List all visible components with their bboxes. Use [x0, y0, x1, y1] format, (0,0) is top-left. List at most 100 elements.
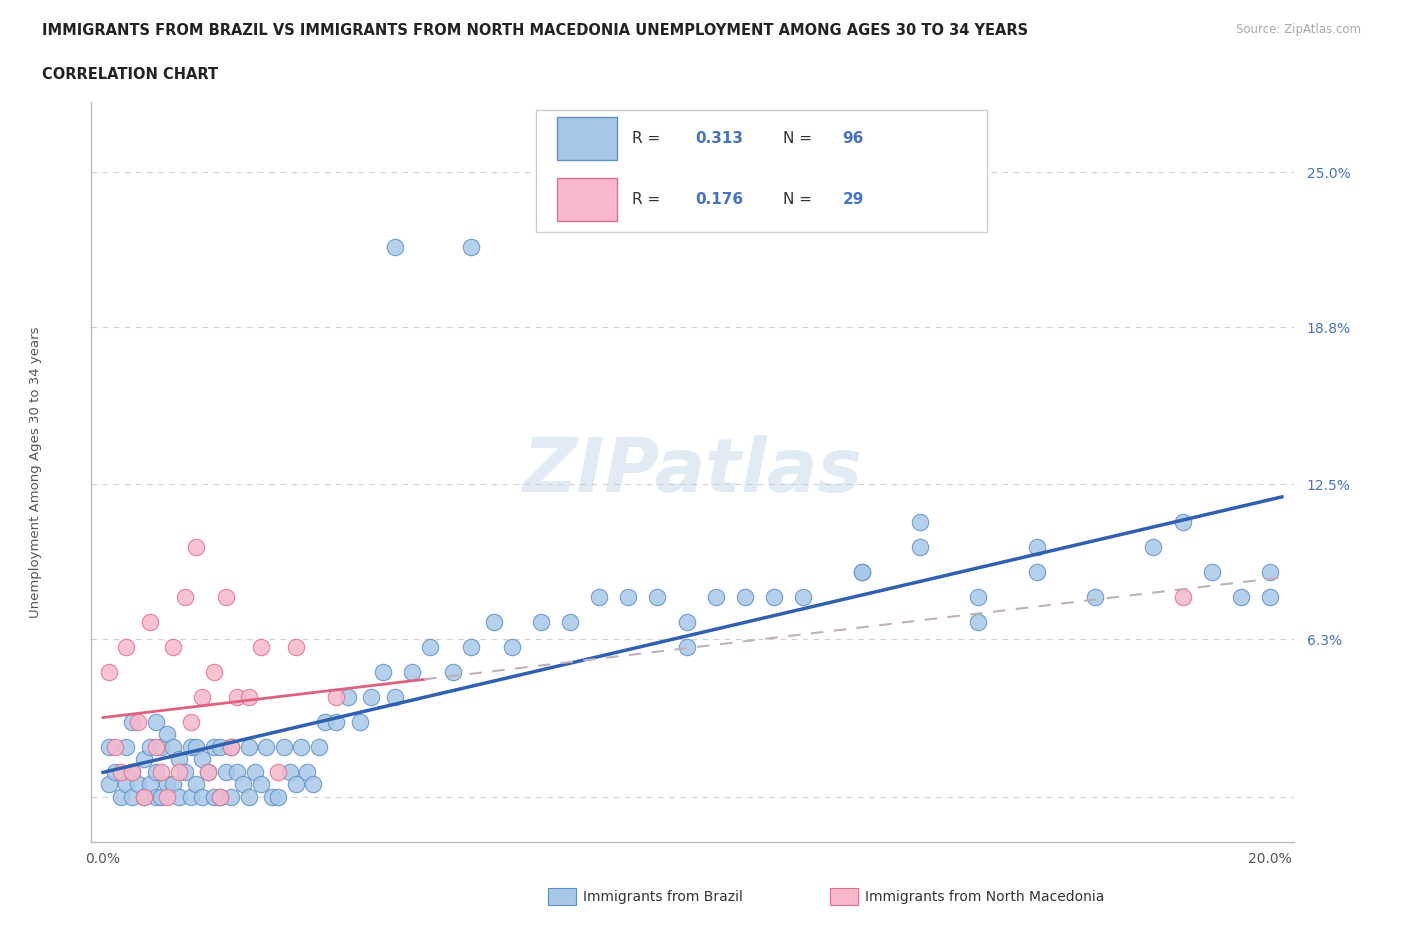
FancyBboxPatch shape	[536, 110, 987, 232]
Point	[115, 739, 138, 754]
Point	[851, 565, 873, 579]
Point	[647, 590, 669, 604]
Point	[214, 590, 236, 604]
Point	[150, 790, 173, 804]
Point	[249, 640, 271, 655]
Point	[162, 777, 184, 791]
Point	[325, 689, 347, 704]
Point	[191, 790, 214, 804]
Text: N =: N =	[783, 192, 817, 206]
Text: R =: R =	[633, 130, 665, 146]
Point	[308, 739, 330, 754]
Point	[1025, 539, 1047, 554]
Text: 29: 29	[842, 192, 865, 206]
Point	[441, 664, 464, 679]
Point	[734, 590, 756, 604]
Point	[238, 739, 260, 754]
Point	[349, 714, 371, 729]
Point	[226, 764, 249, 779]
Point	[221, 790, 243, 804]
Text: Immigrants from Brazil: Immigrants from Brazil	[583, 889, 744, 904]
Point	[104, 739, 127, 754]
Point	[1258, 590, 1281, 604]
Point	[115, 777, 138, 791]
Point	[530, 615, 553, 630]
Point	[1171, 514, 1194, 529]
Point	[139, 777, 162, 791]
Text: CORRELATION CHART: CORRELATION CHART	[42, 67, 218, 82]
Point	[167, 764, 190, 779]
Point	[121, 764, 143, 779]
Point	[156, 777, 179, 791]
Text: ZIPatlas: ZIPatlas	[523, 435, 862, 509]
Point	[278, 764, 301, 779]
Point	[110, 764, 132, 779]
Point	[325, 714, 347, 729]
Point	[967, 590, 990, 604]
Point	[238, 689, 260, 704]
Point	[763, 590, 786, 604]
Point	[115, 640, 138, 655]
Point	[290, 739, 312, 754]
Point	[104, 764, 127, 779]
Point	[214, 764, 236, 779]
Point	[221, 739, 243, 754]
Point	[221, 739, 243, 754]
Point	[232, 777, 254, 791]
Point	[851, 565, 873, 579]
Point	[145, 790, 167, 804]
Point	[908, 539, 931, 554]
Point	[132, 790, 155, 804]
Point	[249, 777, 271, 791]
Text: IMMIGRANTS FROM BRAZIL VS IMMIGRANTS FROM NORTH MACEDONIA UNEMPLOYMENT AMONG AGE: IMMIGRANTS FROM BRAZIL VS IMMIGRANTS FRO…	[42, 23, 1028, 38]
Point	[501, 640, 523, 655]
Point	[186, 739, 208, 754]
Point	[226, 689, 249, 704]
Point	[180, 714, 202, 729]
Point	[1201, 565, 1223, 579]
Point	[97, 664, 120, 679]
Point	[314, 714, 336, 729]
Point	[208, 739, 231, 754]
Point	[156, 727, 179, 742]
Point	[150, 739, 173, 754]
Point	[121, 764, 143, 779]
Point	[297, 764, 319, 779]
Point	[173, 590, 195, 604]
Point	[675, 615, 697, 630]
Text: 0.313: 0.313	[695, 130, 742, 146]
Point	[191, 689, 214, 704]
Point	[243, 764, 266, 779]
Point	[197, 764, 219, 779]
Point	[145, 739, 167, 754]
Point	[202, 739, 225, 754]
Point	[588, 590, 610, 604]
Point	[262, 790, 284, 804]
Point	[267, 764, 290, 779]
Point	[1142, 539, 1164, 554]
Y-axis label: Unemployment Among Ages 30 to 34 years: Unemployment Among Ages 30 to 34 years	[30, 326, 42, 618]
Point	[675, 640, 697, 655]
Point	[273, 739, 295, 754]
Point	[302, 777, 325, 791]
Point	[197, 764, 219, 779]
Point	[208, 790, 231, 804]
Point	[97, 777, 120, 791]
Point	[132, 751, 155, 766]
Point	[202, 664, 225, 679]
Point	[162, 739, 184, 754]
Point	[460, 640, 482, 655]
Point	[145, 764, 167, 779]
Point	[1258, 565, 1281, 579]
Point	[482, 615, 505, 630]
Point	[384, 689, 406, 704]
Point	[460, 240, 482, 255]
Bar	[557, 178, 617, 220]
Point	[267, 790, 290, 804]
Point	[704, 590, 727, 604]
Point	[1171, 590, 1194, 604]
Point	[908, 514, 931, 529]
Point	[1084, 590, 1107, 604]
Point	[401, 664, 423, 679]
Point	[145, 714, 167, 729]
